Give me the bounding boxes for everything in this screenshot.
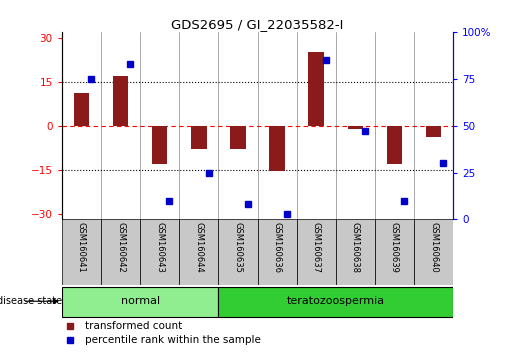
Bar <box>414 219 453 285</box>
Bar <box>258 219 297 285</box>
Bar <box>218 219 258 285</box>
Bar <box>113 76 128 126</box>
Bar <box>387 126 402 164</box>
Bar <box>230 126 246 149</box>
Bar <box>152 126 167 164</box>
Bar <box>62 287 218 317</box>
Bar <box>140 219 179 285</box>
Text: GSM160639: GSM160639 <box>390 222 399 273</box>
Text: GSM160644: GSM160644 <box>194 222 203 273</box>
Bar <box>101 219 140 285</box>
Bar <box>336 219 375 285</box>
Bar <box>191 126 207 149</box>
Text: disease state: disease state <box>0 296 62 306</box>
Text: percentile rank within the sample: percentile rank within the sample <box>85 335 261 345</box>
Bar <box>179 219 218 285</box>
Text: teratozoospermia: teratozoospermia <box>287 296 385 306</box>
Text: GSM160638: GSM160638 <box>351 222 360 273</box>
Bar <box>62 219 101 285</box>
Bar <box>348 126 363 129</box>
Title: GDS2695 / GI_22035582-I: GDS2695 / GI_22035582-I <box>171 18 344 31</box>
Bar <box>297 219 336 285</box>
Text: normal: normal <box>121 296 160 306</box>
Text: GSM160635: GSM160635 <box>233 222 243 273</box>
Text: GSM160636: GSM160636 <box>272 222 282 273</box>
Bar <box>218 287 453 317</box>
Bar <box>74 93 89 126</box>
Bar <box>269 126 285 171</box>
Text: GSM160641: GSM160641 <box>77 222 86 273</box>
Text: GSM160637: GSM160637 <box>312 222 321 273</box>
Bar <box>308 52 324 126</box>
Bar <box>375 219 414 285</box>
Bar <box>426 126 441 137</box>
Text: GSM160642: GSM160642 <box>116 222 125 273</box>
Text: transformed count: transformed count <box>85 321 182 331</box>
Text: GSM160640: GSM160640 <box>429 222 438 273</box>
Text: GSM160643: GSM160643 <box>155 222 164 273</box>
